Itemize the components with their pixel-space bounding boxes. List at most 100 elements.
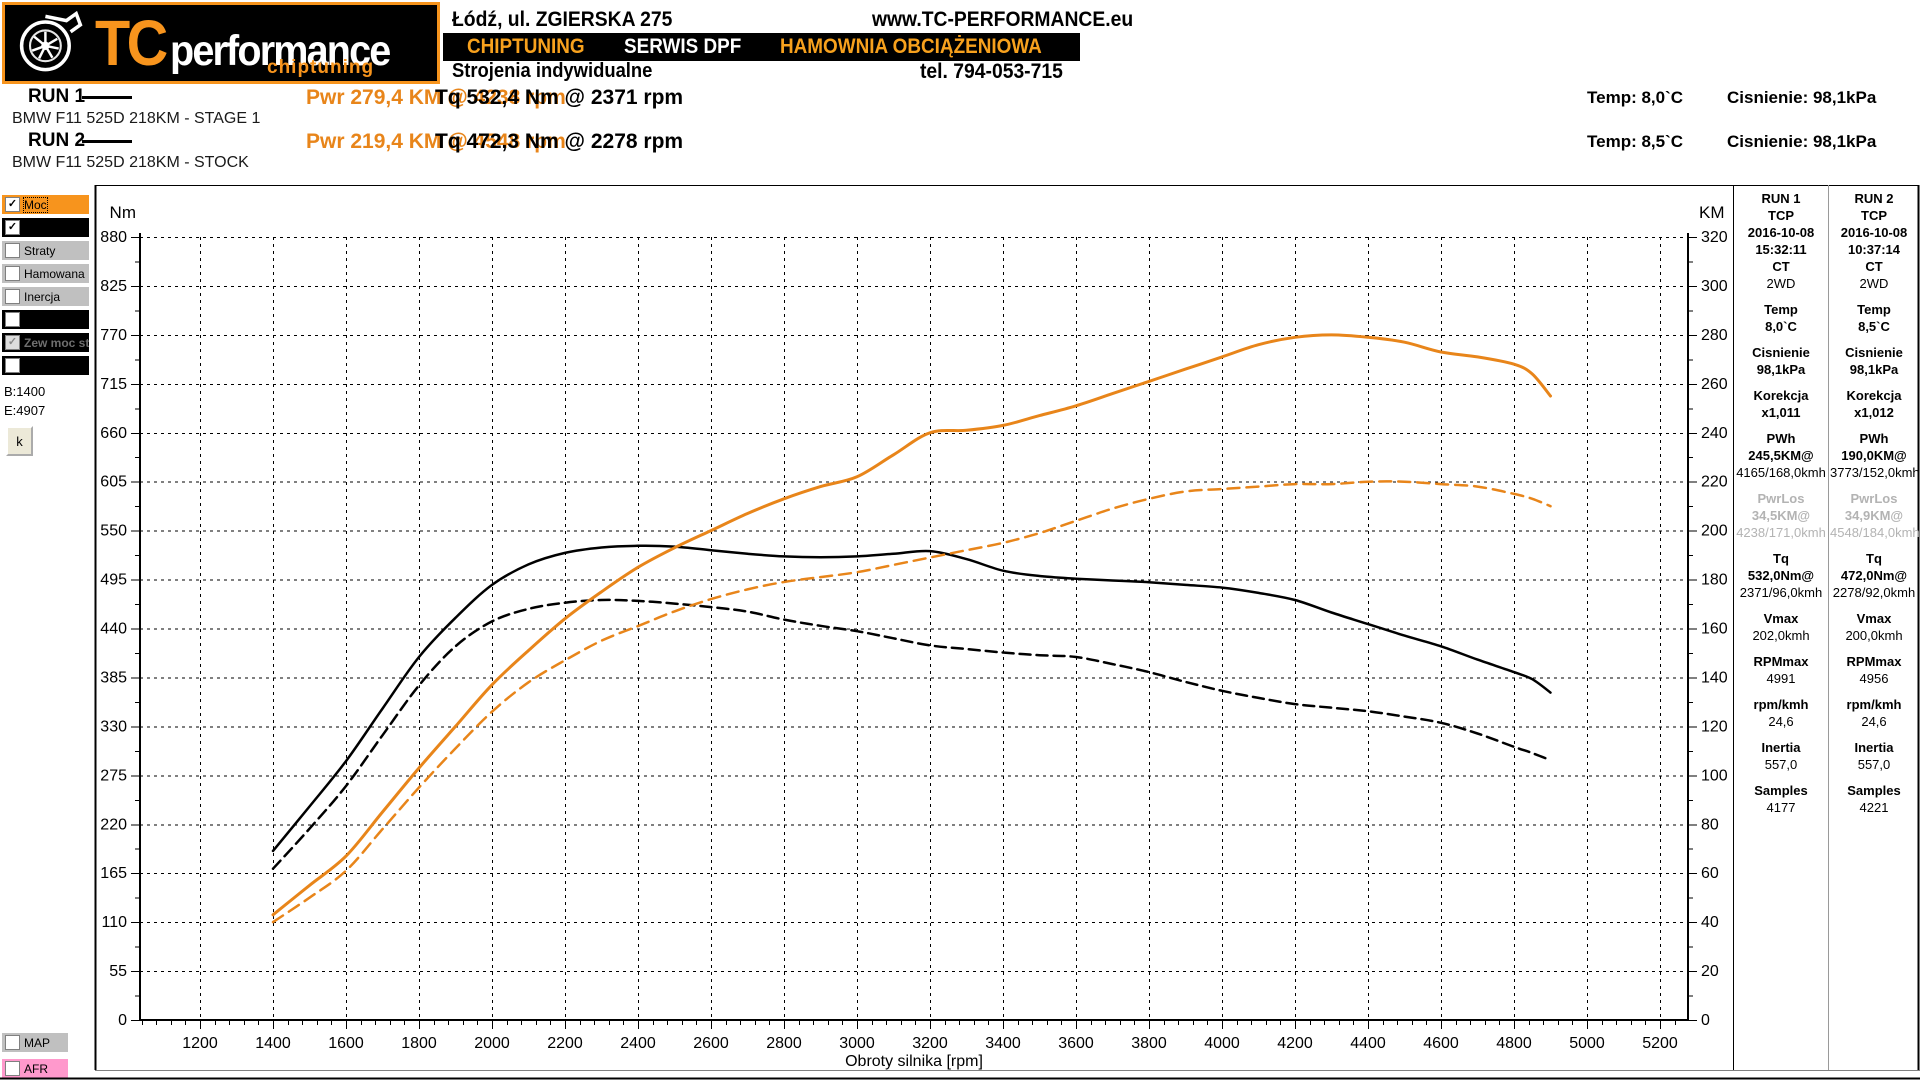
gridlines	[140, 237, 1688, 1020]
checkbox-label: AFR	[24, 1061, 48, 1076]
run-line-swatch	[82, 140, 132, 143]
stats-line: 2016-10-08	[1747, 225, 1815, 240]
checkbox-icon[interactable]	[5, 243, 20, 258]
checkbox-label: Straty	[24, 243, 56, 258]
nm-tick-label: 715	[100, 376, 127, 393]
stats-line: Cisnienie	[1845, 345, 1903, 360]
checkbox-icon[interactable]	[5, 1061, 20, 1076]
run-pressure: Cisnienie: 98,1kPa	[1727, 132, 1877, 151]
stats-line: rpm/kmh	[1846, 697, 1902, 712]
curve-run-1-moment-nm-	[271, 544, 1552, 853]
stats-line: PWh	[1766, 431, 1796, 446]
stats-line: PwrLos	[1850, 491, 1898, 506]
sidebar-toggle-moc[interactable]: ✓ Moc	[2, 195, 89, 214]
stats-line: 557,0	[1857, 757, 1891, 772]
y-right-axis-unit: KM	[1699, 203, 1725, 222]
sidebar-toggle-straty[interactable]: Straty	[2, 241, 89, 260]
stats-line: 98,1kPa	[1849, 362, 1899, 377]
sidebar-toggle-blank[interactable]	[2, 310, 89, 329]
stats-line: Temp	[1857, 302, 1891, 317]
stats-line: TCP	[1768, 208, 1794, 223]
rpm-tick-label: 4800	[1496, 1035, 1532, 1052]
stats-line: Tq	[1866, 551, 1882, 566]
rpm-tick-label: 4200	[1277, 1035, 1313, 1052]
stats-line: Samples	[1754, 783, 1808, 798]
checkbox-label: Zew moc str	[24, 335, 89, 350]
stats-line: x1,012	[1854, 405, 1894, 420]
sidebar-toggle-afr[interactable]: AFR	[2, 1059, 68, 1078]
company-tagline: Strojenia indywidualne	[452, 60, 653, 82]
stats-line: 34,5KM@	[1751, 508, 1811, 523]
checkbox-icon[interactable]: ✓	[5, 197, 20, 212]
km-tick-label: 240	[1701, 425, 1728, 442]
run-power-value: Pwr 279,4 KM @ 4238 rpm	[306, 86, 566, 109]
checkbox-icon[interactable]: ✓	[5, 220, 20, 235]
checkbox-icon[interactable]: ✓	[5, 335, 20, 350]
stats-line: 557,0	[1764, 757, 1798, 772]
range-end-label: E:4907	[4, 403, 46, 418]
checkbox-label: MAP	[24, 1035, 51, 1050]
nm-tick-label: 825	[100, 278, 127, 295]
sidebar-toggle-blank[interactable]	[2, 356, 89, 375]
nm-tick-label: 0	[118, 1012, 127, 1029]
rpm-tick-label: 3800	[1131, 1035, 1167, 1052]
nm-tick-label: 495	[100, 572, 127, 589]
nm-tick-label: 165	[100, 865, 127, 882]
checkbox-icon[interactable]	[5, 358, 20, 373]
checkbox-label: Hamowana	[24, 266, 85, 281]
rpm-tick-label: 3600	[1058, 1035, 1094, 1052]
stats-line: PWh	[1859, 431, 1889, 446]
sidebar-toggle-zew-moc-str[interactable]: ✓ Zew moc str	[2, 333, 89, 352]
rpm-tick-label: 1800	[401, 1035, 437, 1052]
checkbox-icon[interactable]	[5, 1035, 20, 1050]
rpm-tick-label: 4400	[1350, 1035, 1386, 1052]
stats-line: 4956	[1859, 671, 1889, 686]
km-tick-label: 120	[1701, 718, 1728, 735]
checkbox-icon[interactable]	[5, 289, 20, 304]
checkbox-label: Moc	[23, 196, 48, 213]
run-pressure: Cisnienie: 98,1kPa	[1727, 88, 1877, 107]
stats-line: 2WD	[1766, 276, 1796, 291]
nm-tick-label: 385	[100, 669, 127, 686]
curve-run-2-moc-km-	[271, 480, 1552, 924]
nm-tick-label: 110	[101, 914, 127, 931]
stats-line: RUN 1	[1761, 191, 1801, 206]
nm-tick-label: 770	[100, 327, 127, 344]
stats-line: TCP	[1861, 208, 1887, 223]
stats-line: 10:37:14	[1847, 242, 1901, 257]
curve-run-2-moment-nm-	[271, 598, 1552, 870]
checkbox-icon[interactable]	[5, 266, 20, 281]
nm-tick-label: 55	[109, 963, 127, 980]
sidebar-toggle-hamowana[interactable]: Hamowana	[2, 264, 89, 283]
range-begin-label: B:1400	[4, 384, 46, 399]
run-vehicle-model: BMW F11 525D 218KM - STOCK	[12, 154, 249, 171]
rpm-tick-label: 1200	[182, 1035, 218, 1052]
turbo-icon	[19, 10, 83, 72]
run-temperature: Temp: 8,5`C	[1587, 132, 1684, 151]
run-line-swatch	[82, 96, 132, 99]
checkbox-icon[interactable]	[5, 312, 20, 327]
nm-tick-label: 220	[100, 816, 127, 833]
nm-tick-label: 605	[100, 474, 127, 491]
run-vehicle-model: BMW F11 525D 218KM - STAGE 1	[12, 110, 261, 127]
rpm-tick-label: 2000	[474, 1035, 510, 1052]
stats-line: 532,0Nm@	[1747, 568, 1815, 583]
company-website: www.TC-PERFORMANCE.eu	[872, 8, 1134, 31]
x-axis-title: Obroty silnika [rpm]	[845, 1053, 983, 1070]
k-button[interactable]: k	[6, 426, 33, 456]
nm-tick-label: 440	[100, 621, 127, 638]
km-tick-label: 260	[1701, 376, 1728, 393]
km-tick-label: 280	[1701, 327, 1728, 344]
sidebar-toggle-map[interactable]: MAP	[2, 1033, 68, 1052]
sidebar-toggle-inercja[interactable]: Inercja	[2, 287, 89, 306]
stats-line: 2278/92,0kmh	[1832, 585, 1916, 600]
stats-line: Inertia	[1761, 740, 1801, 755]
stats-line: 4165/168,0kmh	[1736, 465, 1826, 480]
stats-line: x1,011	[1761, 405, 1801, 420]
stats-line: 15:32:11	[1755, 242, 1807, 257]
sidebar-toggle-blank[interactable]: ✓	[2, 218, 89, 237]
nm-tick-label: 275	[100, 767, 127, 784]
km-tick-label: 20	[1701, 963, 1719, 980]
nm-tick-label: 330	[100, 718, 127, 735]
stats-line: Temp	[1764, 302, 1798, 317]
